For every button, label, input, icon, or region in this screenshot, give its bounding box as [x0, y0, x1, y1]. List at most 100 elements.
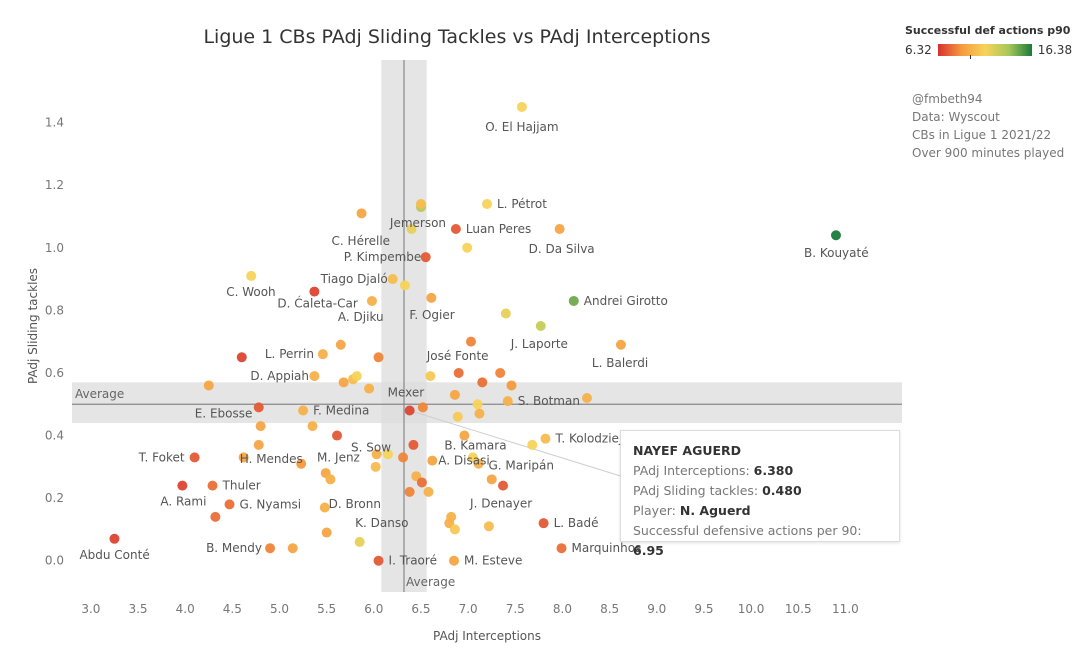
data-point	[109, 533, 120, 544]
point-label: D. Ćaleta-Car	[277, 296, 357, 311]
data-point	[615, 339, 626, 350]
data-point	[449, 389, 460, 400]
data-point	[224, 499, 235, 510]
data-point	[371, 449, 382, 460]
data-point	[452, 411, 463, 422]
data-point	[482, 198, 492, 209]
point-label: M. Jenz	[317, 450, 360, 464]
point-label: D. Da Silva	[529, 242, 595, 256]
avg-label-x: Average	[406, 575, 455, 589]
data-point	[287, 543, 298, 554]
data-point	[486, 474, 497, 485]
data-point	[189, 452, 200, 463]
point-label: Tiago Djaló	[320, 272, 388, 286]
data-point	[483, 521, 494, 532]
point-label: J. Denayer	[469, 497, 532, 511]
tooltip-player-name: NAYEF AGUERD	[633, 443, 742, 458]
data-point	[406, 223, 417, 234]
hover-tooltip: NAYEF AGUERD PAdj Interceptions: 6.380 P…	[620, 430, 900, 558]
point-label: José Fonte	[426, 349, 489, 363]
y-tick-label: 0.0	[45, 554, 64, 568]
data-point	[453, 367, 464, 378]
x-tick-label: 7.0	[459, 602, 478, 616]
data-point	[298, 405, 309, 416]
avg-label-y: Average	[75, 387, 124, 401]
data-point	[296, 458, 307, 469]
tooltip-label: Successful defensive actions per 90:	[633, 523, 862, 538]
data-point	[538, 518, 549, 529]
tooltip-row-def-actions: Successful defensive actions per 90: 6.9…	[633, 521, 887, 561]
data-point	[309, 371, 320, 382]
data-point	[502, 396, 513, 407]
data-point	[472, 399, 483, 410]
data-point	[354, 536, 365, 547]
x-tick-label: 3.0	[81, 602, 100, 616]
data-point	[500, 308, 511, 319]
point-label: Andrei Girotto	[584, 294, 668, 308]
data-point	[321, 527, 332, 538]
point-label: M. Esteve	[464, 554, 522, 568]
y-tick-label: 1.2	[45, 178, 64, 192]
y-tick-label: 0.4	[45, 429, 64, 443]
data-point	[465, 336, 476, 347]
point-label: Thuler	[222, 479, 261, 493]
data-point	[177, 480, 188, 491]
x-tick-label: 5.5	[317, 602, 336, 616]
data-point	[462, 242, 473, 253]
tooltip-label: PAdj Sliding tackles:	[633, 483, 763, 498]
data-point	[420, 252, 431, 263]
color-legend: Successful def actions p90 6.32 16.38	[905, 24, 1075, 59]
data-point	[527, 439, 538, 450]
point-label: D. Appiah	[250, 369, 309, 383]
data-point	[253, 439, 264, 450]
data-point	[307, 421, 318, 432]
x-tick-label: 10.0	[738, 602, 765, 616]
point-label: S. Botman	[518, 394, 580, 408]
x-tick-label: 6.5	[411, 602, 430, 616]
point-label: Marquinhos	[572, 541, 642, 555]
y-axis-title: PAdj Sliding tackles	[26, 268, 40, 384]
tooltip-label: Player:	[633, 503, 680, 518]
point-label: B. Mendy	[206, 541, 262, 555]
data-point	[366, 295, 377, 306]
data-point	[408, 439, 419, 450]
data-point	[364, 383, 375, 394]
data-point	[416, 477, 427, 488]
note-filter: Over 900 minutes played	[912, 146, 1065, 160]
point-label: P. Kimpembe	[344, 250, 422, 264]
x-tick-label: 4.5	[223, 602, 242, 616]
data-point	[265, 543, 276, 554]
data-point	[554, 223, 565, 234]
data-point	[459, 430, 470, 441]
legend-marker	[969, 55, 971, 59]
source-notes: @fmbeth94 Data: Wyscout CBs in Ligue 1 2…	[912, 90, 1064, 162]
x-tick-label: 11.0	[832, 602, 859, 616]
data-point	[332, 430, 343, 441]
tooltip-row-tackles: PAdj Sliding tackles: 0.480	[633, 481, 887, 501]
tooltip-row-player: Player: N. Aguerd	[633, 501, 887, 521]
point-label: A. Djiku	[338, 310, 384, 324]
tooltip-value: 6.95	[633, 543, 664, 558]
data-point	[450, 223, 461, 234]
point-label: C. Hérelle	[332, 234, 391, 248]
point-label: Mexer	[388, 385, 425, 399]
x-tick-label: 9.0	[647, 602, 666, 616]
x-tick-label: 9.5	[694, 602, 713, 616]
data-point	[404, 486, 415, 497]
data-point	[474, 408, 485, 419]
data-point	[373, 352, 384, 363]
data-point	[425, 371, 436, 382]
point-label: F. Medina	[313, 403, 369, 417]
x-tick-label: 7.5	[506, 602, 525, 616]
tooltip-row-interceptions: PAdj Interceptions: 6.380	[633, 461, 887, 481]
data-point	[477, 377, 488, 388]
x-tick-label: 4.0	[176, 602, 195, 616]
note-author: @fmbeth94	[912, 92, 983, 106]
data-point	[319, 502, 330, 513]
note-data-source: Data: Wyscout	[912, 110, 1000, 124]
data-point	[203, 380, 214, 391]
data-point	[498, 480, 509, 491]
y-tick-label: 1.0	[45, 241, 64, 255]
point-label: B. Kamara	[444, 439, 506, 453]
